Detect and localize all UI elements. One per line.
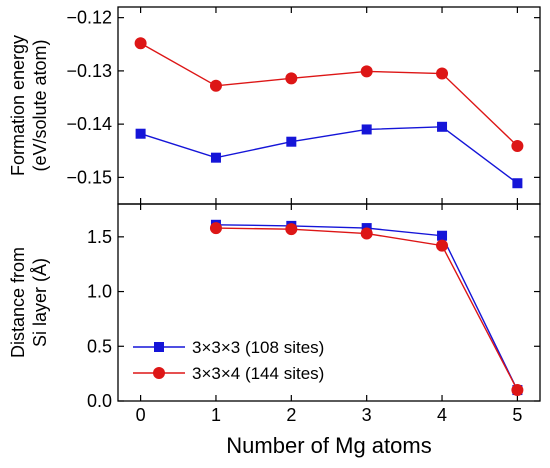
y-tick-label: −0.12 — [66, 8, 112, 28]
series-line — [140, 126, 518, 184]
legend-label: 3×3×3 (108 sites) — [192, 338, 324, 357]
data-point-square — [361, 124, 372, 135]
legend-label: 3×3×4 (144 sites) — [192, 364, 324, 383]
data-point-circle — [360, 65, 373, 78]
data-point-circle — [134, 37, 147, 50]
x-tick-label: 4 — [437, 405, 447, 425]
data-point-circle — [285, 72, 298, 85]
panel-frame — [117, 6, 541, 205]
y-tick-label: 0.0 — [87, 391, 112, 411]
data-point-circle — [436, 239, 449, 252]
y-axis-title: Si layer (Å) — [30, 258, 50, 347]
y-tick-label: 1.0 — [87, 282, 112, 302]
y-axis-title: (eV/solute atom) — [30, 39, 50, 171]
y-tick-label: −0.15 — [66, 167, 112, 187]
series-line — [140, 42, 518, 147]
data-point-circle — [209, 79, 222, 92]
legend-marker-circle — [153, 367, 165, 379]
data-point-circle — [511, 384, 524, 397]
x-tick-label: 2 — [286, 405, 296, 425]
y-axis-title: Distance from — [8, 247, 28, 358]
x-axis-title: Number of Mg atoms — [226, 433, 431, 458]
x-tick-label: 1 — [211, 405, 221, 425]
data-point-square — [286, 136, 297, 147]
data-point-circle — [209, 222, 222, 235]
data-point-square — [437, 121, 448, 132]
data-point-circle — [360, 227, 373, 240]
data-point-circle — [285, 223, 298, 236]
x-tick-label: 3 — [362, 405, 372, 425]
data-point-circle — [436, 67, 449, 80]
y-tick-label: 0.5 — [87, 336, 112, 356]
panel-frame — [117, 203, 541, 402]
data-point-square — [210, 152, 221, 163]
y-tick-label: 1.5 — [87, 227, 112, 247]
y-axis-title: Formation energy — [8, 35, 28, 176]
x-tick-label: 0 — [136, 405, 146, 425]
data-point-square — [437, 230, 448, 241]
y-tick-label: −0.14 — [66, 114, 112, 134]
x-tick-label: 5 — [512, 405, 522, 425]
data-point-square — [512, 178, 523, 189]
y-tick-label: −0.13 — [66, 61, 112, 81]
legend-marker-square — [154, 342, 164, 352]
data-point-circle — [511, 139, 524, 152]
data-point-square — [135, 128, 146, 139]
